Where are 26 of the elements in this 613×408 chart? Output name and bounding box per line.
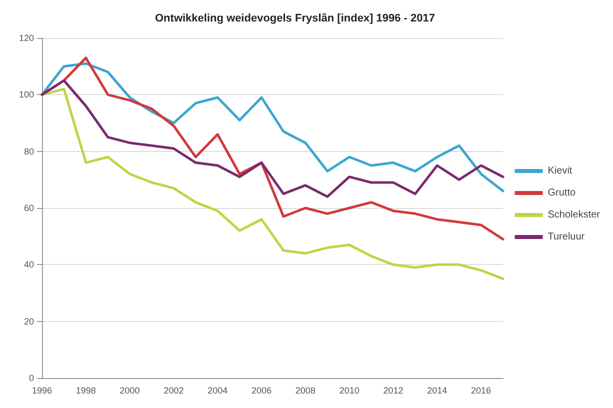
- legend-label: Grutto: [548, 188, 576, 198]
- legend-label: Kievit: [548, 166, 572, 176]
- y-tick-label: 120: [18, 33, 34, 43]
- x-tick-label: 1998: [76, 386, 96, 396]
- y-tick-label: 100: [18, 90, 34, 100]
- y-tick-label: 20: [24, 316, 34, 326]
- line-series: [40, 62, 504, 192]
- legend-label: Tureluur: [548, 232, 586, 242]
- x-tick-label: 2006: [252, 386, 272, 396]
- line-series: [40, 79, 504, 198]
- line-series: [40, 88, 504, 280]
- x-tick-label: 1996: [32, 386, 52, 396]
- y-tick-label: 0: [28, 373, 34, 383]
- x-tick-label: 2002: [164, 386, 184, 396]
- legend-label: Scholekster: [548, 210, 601, 220]
- x-tick-label: 2004: [208, 386, 228, 396]
- y-tick-label: 80: [24, 146, 34, 156]
- x-tick-label: 2010: [339, 386, 360, 396]
- y-tick-label: 60: [24, 203, 34, 213]
- x-tick-label: 2014: [427, 386, 448, 396]
- y-tick-label: 40: [24, 260, 34, 270]
- x-tick-label: 2016: [471, 386, 492, 396]
- chart-title: Ontwikkeling weidevogels Fryslân [index] 1996 - 2017: [155, 12, 435, 24]
- x-tick-label: 2008: [295, 386, 316, 396]
- x-tick-label: 2012: [383, 386, 404, 396]
- x-tick-label: 2000: [120, 386, 140, 396]
